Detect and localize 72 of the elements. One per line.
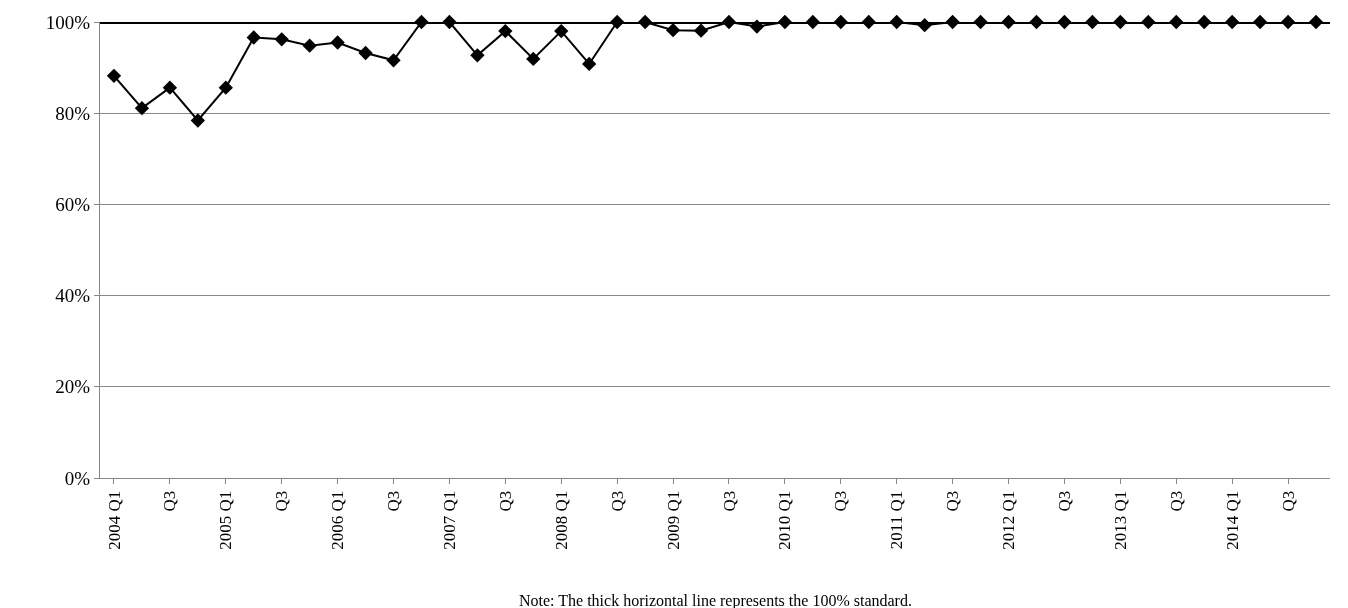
x-tick-label: 2008 Q1	[551, 490, 571, 550]
point	[274, 32, 289, 47]
x-tick-label: Q3	[272, 490, 292, 512]
point	[637, 14, 653, 30]
x-tick-label: Q3	[831, 490, 851, 512]
x-tick-label: Q3	[495, 490, 515, 512]
point	[1029, 14, 1044, 30]
x-tick-label: Q3	[607, 490, 627, 512]
x-tick-label: 2004 Q1	[104, 490, 124, 550]
point	[610, 14, 625, 30]
x-tick-label: 2005 Q1	[216, 490, 236, 550]
point	[414, 14, 429, 30]
y-tick-label: 100%	[45, 11, 91, 33]
point	[442, 14, 457, 30]
point	[1280, 14, 1296, 30]
point	[526, 51, 541, 67]
point	[330, 35, 345, 50]
x-tick-label: Q3	[384, 490, 404, 512]
point	[1197, 14, 1212, 30]
point	[1225, 14, 1240, 30]
point	[358, 45, 373, 61]
y-tick-label: 40%	[55, 285, 91, 307]
point	[1001, 14, 1016, 30]
x-tick-label: 2007 Q1	[439, 490, 459, 550]
point	[1252, 14, 1268, 30]
x-tick-label: 2010 Q1	[775, 490, 795, 550]
x-tick-label: Q3	[1054, 490, 1074, 512]
x-tick-label: Q3	[160, 490, 180, 512]
point	[218, 80, 233, 95]
point	[162, 80, 178, 95]
point	[1085, 14, 1100, 30]
x-tick-label: Q3	[1166, 490, 1186, 512]
point	[246, 30, 261, 45]
point	[106, 68, 122, 83]
point	[945, 14, 960, 30]
x-tick-label: Q3	[1278, 490, 1298, 512]
point	[302, 38, 317, 53]
x-tick-label: Q3	[719, 490, 739, 512]
point	[665, 23, 681, 38]
point	[777, 14, 793, 30]
y-tick-label: 20%	[55, 376, 91, 398]
y-tick-label: 80%	[55, 102, 91, 124]
x-tick-label: 2012 Q1	[999, 490, 1019, 550]
x-tick-label: 2013 Q1	[1110, 490, 1130, 550]
point	[889, 14, 904, 30]
point	[1308, 14, 1324, 30]
x-tick-label: 2009 Q1	[663, 490, 683, 550]
point	[861, 14, 876, 30]
point	[1141, 14, 1156, 30]
point	[833, 14, 848, 30]
x-tick-label: 2006 Q1	[328, 490, 348, 550]
point	[386, 53, 401, 68]
point	[134, 101, 150, 116]
point	[749, 19, 765, 34]
point	[917, 18, 932, 33]
point	[1113, 14, 1128, 30]
x-tick-label: 2014 Q1	[1222, 490, 1242, 550]
point	[805, 14, 820, 30]
point	[190, 113, 205, 128]
point	[470, 48, 485, 63]
x-tick-label: Q3	[943, 490, 963, 512]
y-tick-label: 60%	[55, 194, 91, 216]
point	[721, 14, 737, 30]
point	[498, 23, 513, 39]
point	[554, 23, 569, 39]
point	[1057, 14, 1072, 30]
point	[693, 23, 709, 38]
y-tick-label: 0%	[64, 467, 91, 489]
point	[1169, 14, 1184, 30]
x-tick-label: 2011 Q1	[887, 490, 907, 550]
point	[582, 56, 597, 72]
point	[973, 14, 988, 30]
